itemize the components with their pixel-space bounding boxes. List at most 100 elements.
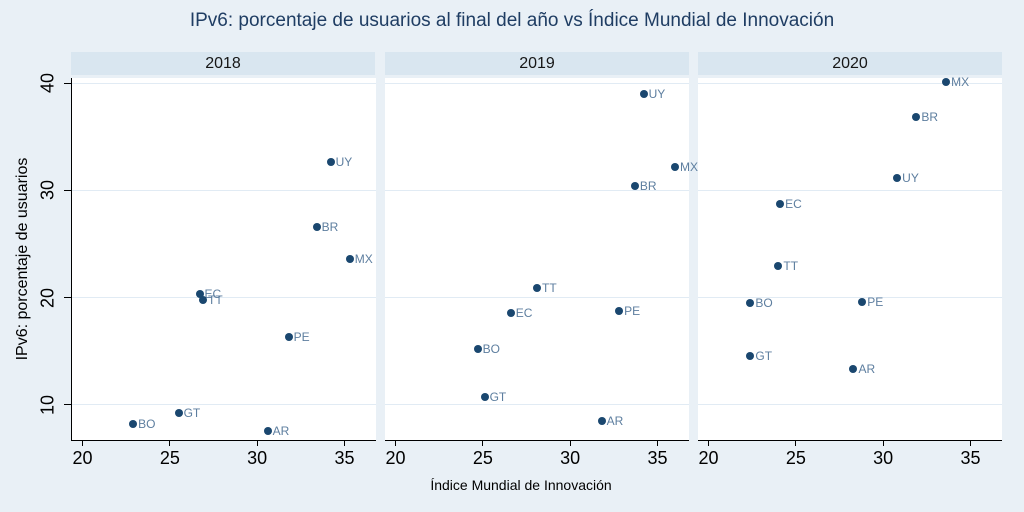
data-point-label-2018-PE: PE [293, 330, 310, 345]
data-point-2019-BO [473, 344, 482, 353]
x-tick-label-25: 25 [785, 448, 806, 468]
data-point-2020-EC [776, 200, 785, 209]
x-tick-label-35: 35 [334, 448, 355, 468]
data-point-2019-BR [630, 182, 639, 191]
y-tick-mark-40 [64, 82, 71, 84]
gridline-y-30 [72, 189, 376, 191]
x-tick-mark-20 [394, 440, 396, 446]
data-point-label-2020-EC: EC [785, 197, 802, 212]
data-point-label-2020-PE: PE [867, 294, 884, 309]
data-point-2019-AR [597, 416, 606, 425]
gridline-y-20 [698, 297, 1002, 299]
data-point-2019-GT [480, 393, 489, 402]
data-point-2019-PE [615, 307, 624, 316]
data-point-label-2019-BR: BR [639, 179, 657, 194]
data-point-label-2018-UY: UY [335, 154, 353, 169]
x-tick-mark-35 [970, 440, 972, 446]
plot-area-2020: 20 25 30 35 AR GT BO PE TT EC UY BR MX [698, 75, 1002, 468]
data-point-label-2018-MX: MX [354, 252, 373, 266]
data-point-2019-TT [533, 283, 541, 292]
data-point-2018-GT [174, 409, 183, 418]
data-point-2018-UY [326, 157, 335, 166]
data-point-label-2020-AR: AR [858, 362, 876, 377]
data-point-2019-EC [506, 308, 515, 317]
data-point-2020-MX [942, 78, 951, 87]
facet-header-2019: 2019 [385, 52, 689, 75]
data-point-label-2018-BO: BO [138, 416, 156, 431]
x-tick-label-35: 35 [647, 448, 668, 468]
data-point-2020-PE [858, 297, 867, 306]
gridline-y-40 [698, 82, 1002, 84]
x-tick-mark-30 [256, 440, 258, 446]
facet-label: 2019 [519, 54, 555, 72]
data-point-label-2018-AR: AR [272, 424, 290, 439]
data-point-label-2019-TT: TT [542, 280, 557, 295]
x-tick-mark-35 [344, 440, 346, 446]
y-tick-label-10: 10 [37, 394, 58, 415]
plot-area-2018: 20 25 30 35 10 20 30 40 BO GT AR PE EC TT MX BR UY [38, 73, 376, 468]
x-tick-label-20: 20 [72, 448, 93, 468]
data-point-label-2019-AR: AR [606, 413, 624, 428]
x-tick-label-30: 30 [560, 448, 581, 468]
data-point-2018-BR [312, 222, 321, 231]
data-point-label-2019-UY: UY [648, 87, 666, 102]
x-tick-label-20: 20 [698, 448, 719, 468]
data-point-label-2020-TT: TT [783, 259, 799, 274]
data-point-2018-BO [129, 419, 138, 428]
data-point-2018-TT [199, 295, 208, 304]
data-point-label-2018-TT: TT [208, 292, 223, 307]
y-tick-label-30: 30 [37, 180, 58, 201]
x-tick-label-30: 30 [247, 448, 268, 468]
gridline-y-10 [385, 404, 689, 406]
x-tick-mark-30 [882, 440, 884, 446]
x-tick-mark-20 [707, 440, 709, 446]
chart-title: IPv6: porcentaje de usuarios al final de… [189, 10, 835, 31]
gridline-y-30 [698, 189, 1002, 191]
data-point-label-2020-GT: GT [755, 349, 773, 364]
y-tick-mark-30 [64, 189, 71, 191]
data-point-2018-AR [263, 427, 272, 436]
data-point-label-2020-BR: BR [921, 109, 939, 124]
gridline-y-20 [72, 297, 376, 299]
x-tick-label-35: 35 [960, 448, 981, 468]
x-tick-label-20: 20 [385, 448, 406, 468]
data-point-2019-MX [671, 162, 680, 171]
data-point-label-2020-UY: UY [902, 170, 919, 185]
x-tick-label-30: 30 [873, 448, 894, 468]
y-tick-label-20: 20 [37, 287, 58, 308]
data-point-label-2019-GT: GT [489, 390, 507, 405]
gridline-y-10 [72, 404, 376, 406]
data-point-2019-UY [639, 90, 648, 99]
facet-label: 2020 [832, 54, 868, 72]
x-tick-mark-35 [657, 440, 659, 446]
x-tick-mark-30 [569, 440, 571, 446]
data-point-2020-AR [849, 365, 858, 374]
data-point-label-2019-PE: PE [624, 304, 641, 319]
y-tick-mark-20 [64, 297, 71, 299]
data-point-label-2019-MX: MX [680, 159, 699, 174]
x-tick-mark-25 [169, 440, 171, 446]
data-point-label-2020-BO: BO [755, 295, 773, 310]
plot-area-2019: 20 25 30 35 AR GT BO EC PE TT BR MX UY [385, 78, 698, 468]
y-axis-title: IPv6: porcentaje de usuarios [14, 157, 31, 361]
data-point-label-2018-BR: BR [321, 219, 339, 234]
data-point-2020-GT [746, 352, 755, 361]
x-tick-mark-20 [81, 440, 83, 446]
facet-header-2020: 2020 [698, 52, 1002, 75]
x-axis-title: Índice Mundial de Innovación [430, 477, 612, 493]
data-point-2020-BR [912, 112, 921, 121]
x-tick-mark-25 [795, 440, 797, 446]
y-tick-label-40: 40 [37, 73, 58, 94]
x-tick-mark-25 [482, 440, 484, 446]
data-point-2018-EC [195, 290, 204, 299]
data-point-2020-UY [893, 173, 902, 182]
gridline-y-10 [698, 404, 1002, 406]
gridline-y-40 [72, 82, 376, 84]
data-point-label-2020-MX: MX [951, 75, 970, 90]
data-point-2018-MX [345, 255, 354, 263]
data-point-label-2018-GT: GT [183, 406, 201, 421]
data-point-label-2019-EC: EC [515, 305, 533, 320]
x-tick-label-25: 25 [472, 448, 493, 468]
facet-label: 2018 [205, 54, 241, 72]
gridline-y-30 [385, 189, 689, 191]
